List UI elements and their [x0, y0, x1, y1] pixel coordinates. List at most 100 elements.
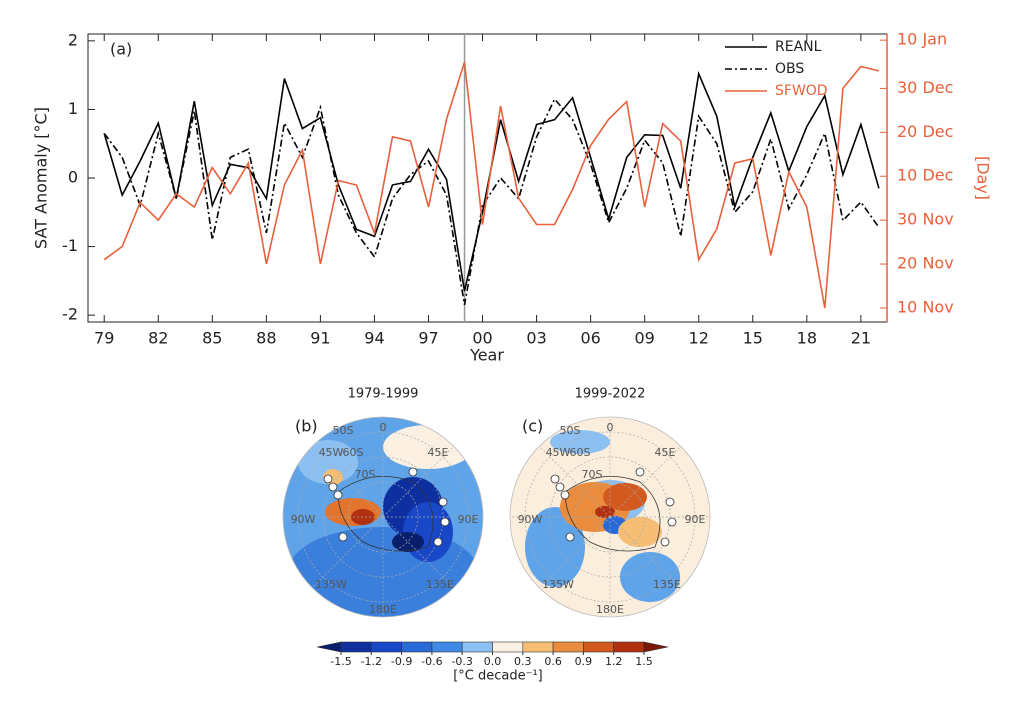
grid-label: 60S — [570, 446, 591, 459]
x-tick-label: 09 — [635, 329, 655, 348]
panel-label: (c) — [522, 417, 543, 436]
grid-label: 135W — [542, 578, 574, 591]
y-axis-label: SAT Anomaly [°C] — [32, 107, 51, 249]
station — [408, 467, 418, 477]
x-tick-label: 82 — [148, 329, 168, 348]
y2-tick-label: 30 Nov — [897, 210, 954, 229]
station — [550, 474, 560, 484]
coastline — [337, 476, 434, 552]
map — [283, 417, 483, 617]
colorbar-bin — [552, 641, 584, 653]
trend-patch — [550, 430, 610, 454]
y-tick-label: 1 — [68, 99, 78, 118]
grid-label: 70S — [582, 468, 603, 481]
colorbar-bin — [370, 641, 402, 653]
grid-label: 135E — [426, 578, 454, 591]
y2-tick-label: 30 Dec — [897, 78, 953, 97]
station — [560, 490, 570, 500]
grid-label: 45W — [319, 446, 344, 459]
grid-label: 180E — [369, 603, 397, 616]
grid-label: 90W — [518, 513, 543, 526]
colorbar-bin — [461, 641, 493, 653]
station — [665, 497, 675, 507]
x-tick-label: 88 — [256, 329, 276, 348]
colorbar-label: [°C decade⁻¹] — [453, 669, 543, 684]
meridian — [609, 446, 681, 518]
station — [635, 467, 645, 477]
grid-label: 60S — [343, 446, 364, 459]
station — [323, 474, 333, 484]
x-tick-label: 00 — [472, 329, 492, 348]
meridian — [312, 446, 384, 518]
x-tick-label: 94 — [364, 329, 384, 348]
x-tick-label: 15 — [743, 329, 763, 348]
station — [328, 482, 338, 492]
y2-tick-label: 10 Nov — [897, 297, 954, 316]
colorbar-tick-label: 0.9 — [575, 655, 593, 668]
colorbar-tick-label: -0.6 — [421, 655, 442, 668]
grid-label: 90E — [458, 513, 479, 526]
colorbar-bin — [431, 641, 463, 653]
meridian — [609, 516, 681, 588]
map-title: 1999-2022 — [575, 387, 646, 402]
grid-label: 90E — [685, 513, 706, 526]
y2-axis-label: [Day] — [974, 156, 993, 200]
grid-label: 135E — [653, 578, 681, 591]
legend-label: OBS — [775, 61, 804, 77]
colorbar-tick-label: -1.2 — [361, 655, 382, 668]
meridian — [382, 446, 454, 518]
grid-label: 0 — [380, 421, 387, 434]
station — [565, 532, 575, 542]
colorbar-tick-label: 0.3 — [514, 655, 532, 668]
station — [660, 537, 670, 547]
x-tick-label: 18 — [797, 329, 817, 348]
colorbar-bin — [340, 641, 372, 653]
station — [338, 532, 348, 542]
legend-label: SFWOD — [775, 83, 828, 99]
series-line — [103, 97, 880, 306]
station — [438, 497, 448, 507]
colorbar-tick-label: -0.3 — [451, 655, 472, 668]
trend-patch — [403, 502, 453, 562]
x-tick-label: 03 — [526, 329, 546, 348]
colorbar-tick-label: 0.6 — [544, 655, 562, 668]
y2-tick-label: 20 Nov — [897, 254, 954, 273]
trend-patch — [525, 507, 585, 587]
station — [555, 482, 565, 492]
meridian — [312, 516, 384, 588]
trend-patch — [392, 532, 424, 552]
x-tick-label: 85 — [202, 329, 222, 348]
y2-tick-label: 10 Jan — [897, 30, 947, 49]
x-tick-label: 97 — [418, 329, 438, 348]
x-tick-label: 79 — [94, 329, 114, 348]
meridian — [539, 446, 611, 518]
map-border — [282, 416, 484, 618]
colorbar-bin — [613, 641, 645, 653]
x-tick-label: 06 — [580, 329, 600, 348]
y2-tick-label: 10 Dec — [897, 166, 953, 185]
grid-label: 135W — [315, 578, 347, 591]
latitude-circle — [574, 481, 646, 553]
x-tick-label: 21 — [851, 329, 871, 348]
meridian — [382, 516, 454, 588]
station — [333, 490, 343, 500]
grid-label: 90W — [291, 513, 316, 526]
x-tick-label: 12 — [689, 329, 709, 348]
y-tick-label: -2 — [62, 305, 78, 324]
colorbar-tick-label: -1.5 — [330, 655, 351, 668]
series-line — [103, 70, 880, 292]
legend-label: REANL — [775, 39, 822, 55]
colorbar-end — [316, 641, 342, 653]
grid-label: 50S — [560, 424, 581, 437]
grid-label: 180E — [596, 603, 624, 616]
colorbar-end — [643, 641, 669, 653]
grid-label: 50S — [333, 424, 354, 437]
map-border — [509, 416, 711, 618]
grid-label: 70S — [355, 468, 376, 481]
map — [510, 417, 710, 617]
colorbar-bin — [401, 641, 433, 653]
trend-patch — [620, 552, 680, 602]
trend-patch — [618, 517, 662, 547]
colorbar-tick-label: 1.5 — [635, 655, 653, 668]
series-line — [103, 61, 880, 309]
